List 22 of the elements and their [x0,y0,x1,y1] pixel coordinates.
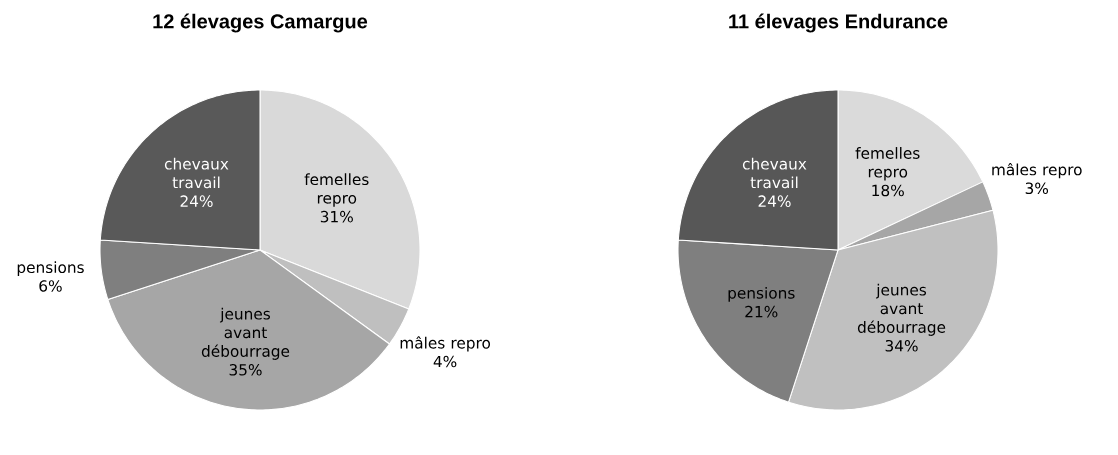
chart-title: 11 élevages Endurance [729,13,948,33]
data-label: 24% [758,195,791,207]
slice-label: jeunes avant débourrage [201,307,290,360]
data-label: 6% [39,280,62,292]
data-label: 3% [1025,182,1049,195]
slice-label: pensions [17,261,84,277]
slice-label: pensions [728,286,795,302]
slice-label: femelles repro [855,147,920,181]
slice-label: chevaux travail [742,157,807,189]
slice-label: mâles repro [400,336,491,352]
slice-label: chevaux travail [164,157,229,189]
data-label: 31% [320,210,353,223]
data-label: 21% [745,305,778,318]
slice-label: jeunes avant débourrage [857,283,946,336]
chart-title: 12 élevages Camargue [153,13,368,33]
data-label: 34% [885,339,918,352]
data-label: 35% [229,364,262,376]
data-label: 4% [433,355,457,368]
slice-label: mâles repro [992,162,1082,179]
data-label: 18% [872,184,904,197]
slice-label: femelles repro [304,173,369,207]
data-label: 24% [180,195,213,207]
